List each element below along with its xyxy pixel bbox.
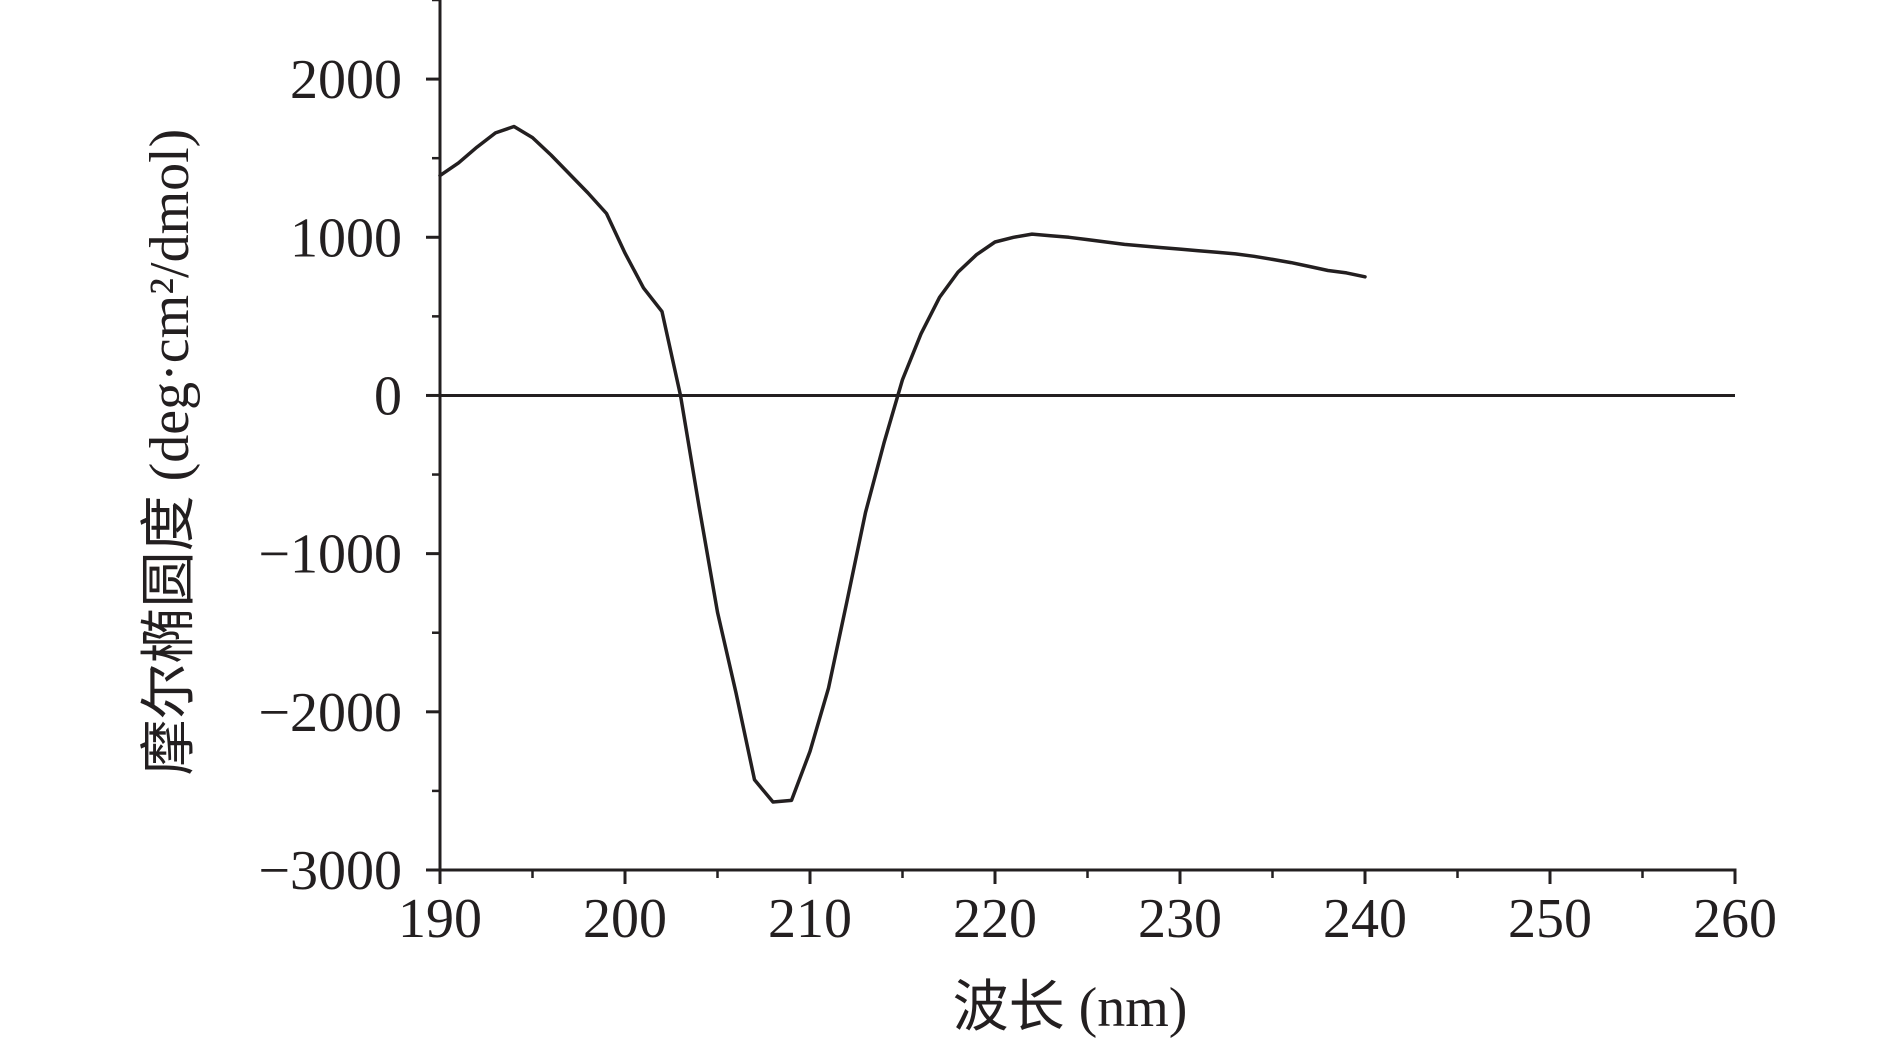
y-tick-label: 1000 — [290, 207, 402, 269]
tick-labels: 190 200 210 220 230 240 250 260 −3000 −2000 −1000 0… — [258, 49, 1777, 950]
axes — [426, 0, 1737, 884]
x-tick-label: 210 — [768, 888, 852, 950]
plot-area — [438, 124, 1367, 804]
x-tick-label: 260 — [1693, 888, 1777, 950]
x-tick-label: 200 — [583, 888, 667, 950]
y-tick-label: −3000 — [258, 840, 402, 902]
y-tick-label: 0 — [374, 365, 402, 427]
x-tick-label: 190 — [398, 888, 482, 950]
y-tick-label: −2000 — [258, 682, 402, 744]
x-tick-label: 240 — [1323, 888, 1407, 950]
x-tick-label: 220 — [953, 888, 1037, 950]
y-tick-label: 2000 — [290, 49, 402, 111]
y-axis-title: 摩尔椭圆度 (deg·cm²/dmol) — [139, 129, 201, 776]
x-axis-title: 波长 (nm) — [953, 977, 1188, 1039]
y-tick-label: −1000 — [258, 524, 402, 586]
x-tick-label: 250 — [1508, 888, 1592, 950]
series-line — [438, 124, 1367, 804]
x-tick-label: 230 — [1138, 888, 1222, 950]
